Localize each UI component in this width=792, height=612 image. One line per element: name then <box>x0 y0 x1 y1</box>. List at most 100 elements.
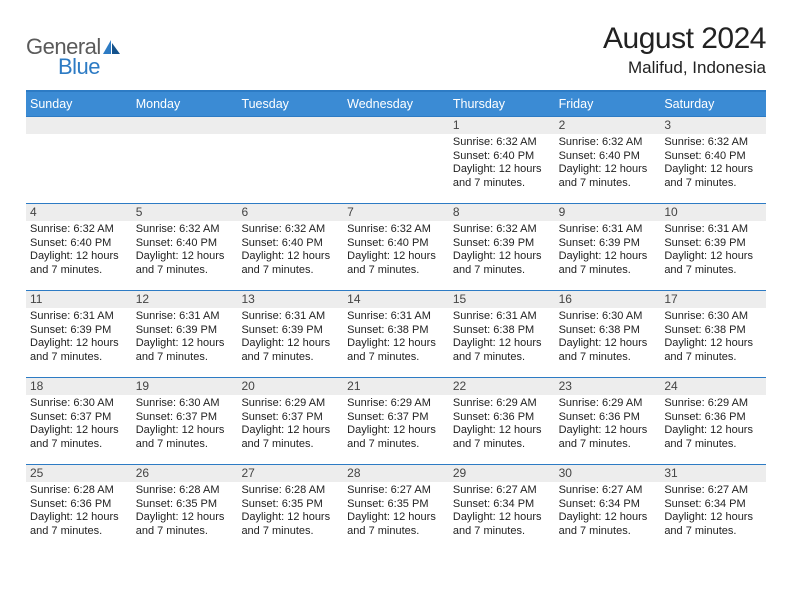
day-cell <box>26 117 132 203</box>
day-number: 10 <box>660 204 766 221</box>
day-cell <box>132 117 238 203</box>
day-info: Sunrise: 6:30 AMSunset: 6:38 PMDaylight:… <box>660 308 766 368</box>
day-number: 5 <box>132 204 238 221</box>
day-header-tuesday: Tuesday <box>237 92 343 116</box>
day-number: 9 <box>555 204 661 221</box>
day-cell: 24Sunrise: 6:29 AMSunset: 6:36 PMDayligh… <box>660 378 766 464</box>
day-info: Sunrise: 6:31 AMSunset: 6:39 PMDaylight:… <box>660 221 766 281</box>
day-cell: 25Sunrise: 6:28 AMSunset: 6:36 PMDayligh… <box>26 465 132 551</box>
day-number: 31 <box>660 465 766 482</box>
day-number: 1 <box>449 117 555 134</box>
day-header-sunday: Sunday <box>26 92 132 116</box>
day-info: Sunrise: 6:27 AMSunset: 6:34 PMDaylight:… <box>660 482 766 542</box>
day-number: 14 <box>343 291 449 308</box>
day-info: Sunrise: 6:29 AMSunset: 6:36 PMDaylight:… <box>555 395 661 455</box>
day-number: 6 <box>237 204 343 221</box>
day-cell: 20Sunrise: 6:29 AMSunset: 6:37 PMDayligh… <box>237 378 343 464</box>
day-info: Sunrise: 6:32 AMSunset: 6:40 PMDaylight:… <box>555 134 661 194</box>
day-cell: 23Sunrise: 6:29 AMSunset: 6:36 PMDayligh… <box>555 378 661 464</box>
day-number: 20 <box>237 378 343 395</box>
day-info: Sunrise: 6:31 AMSunset: 6:39 PMDaylight:… <box>555 221 661 281</box>
day-number: 28 <box>343 465 449 482</box>
day-cell: 21Sunrise: 6:29 AMSunset: 6:37 PMDayligh… <box>343 378 449 464</box>
day-info: Sunrise: 6:27 AMSunset: 6:35 PMDaylight:… <box>343 482 449 542</box>
week-row: 18Sunrise: 6:30 AMSunset: 6:37 PMDayligh… <box>26 377 766 464</box>
week-row: 4Sunrise: 6:32 AMSunset: 6:40 PMDaylight… <box>26 203 766 290</box>
day-number: 3 <box>660 117 766 134</box>
day-info: Sunrise: 6:27 AMSunset: 6:34 PMDaylight:… <box>449 482 555 542</box>
day-cell: 22Sunrise: 6:29 AMSunset: 6:36 PMDayligh… <box>449 378 555 464</box>
day-number: 26 <box>132 465 238 482</box>
day-cell: 8Sunrise: 6:32 AMSunset: 6:39 PMDaylight… <box>449 204 555 290</box>
day-cell: 4Sunrise: 6:32 AMSunset: 6:40 PMDaylight… <box>26 204 132 290</box>
day-cell: 7Sunrise: 6:32 AMSunset: 6:40 PMDaylight… <box>343 204 449 290</box>
day-info: Sunrise: 6:29 AMSunset: 6:36 PMDaylight:… <box>449 395 555 455</box>
week-row: 1Sunrise: 6:32 AMSunset: 6:40 PMDaylight… <box>26 116 766 203</box>
empty-day <box>26 117 132 134</box>
day-header-friday: Friday <box>555 92 661 116</box>
day-info: Sunrise: 6:28 AMSunset: 6:36 PMDaylight:… <box>26 482 132 542</box>
day-cell: 17Sunrise: 6:30 AMSunset: 6:38 PMDayligh… <box>660 291 766 377</box>
day-info: Sunrise: 6:32 AMSunset: 6:39 PMDaylight:… <box>449 221 555 281</box>
day-header-thursday: Thursday <box>449 92 555 116</box>
day-info: Sunrise: 6:31 AMSunset: 6:39 PMDaylight:… <box>237 308 343 368</box>
day-number: 11 <box>26 291 132 308</box>
day-header-row: SundayMondayTuesdayWednesdayThursdayFrid… <box>26 92 766 116</box>
day-cell: 28Sunrise: 6:27 AMSunset: 6:35 PMDayligh… <box>343 465 449 551</box>
empty-day <box>132 117 238 134</box>
day-info: Sunrise: 6:31 AMSunset: 6:38 PMDaylight:… <box>449 308 555 368</box>
day-header-wednesday: Wednesday <box>343 92 449 116</box>
day-number: 17 <box>660 291 766 308</box>
day-cell: 3Sunrise: 6:32 AMSunset: 6:40 PMDaylight… <box>660 117 766 203</box>
day-cell: 26Sunrise: 6:28 AMSunset: 6:35 PMDayligh… <box>132 465 238 551</box>
day-cell: 18Sunrise: 6:30 AMSunset: 6:37 PMDayligh… <box>26 378 132 464</box>
day-number: 13 <box>237 291 343 308</box>
day-number: 25 <box>26 465 132 482</box>
day-info: Sunrise: 6:30 AMSunset: 6:37 PMDaylight:… <box>26 395 132 455</box>
month-title: August 2024 <box>603 22 766 56</box>
calendar: SundayMondayTuesdayWednesdayThursdayFrid… <box>26 90 766 551</box>
empty-day <box>237 117 343 134</box>
day-cell: 30Sunrise: 6:27 AMSunset: 6:34 PMDayligh… <box>555 465 661 551</box>
day-number: 16 <box>555 291 661 308</box>
day-cell: 14Sunrise: 6:31 AMSunset: 6:38 PMDayligh… <box>343 291 449 377</box>
day-info: Sunrise: 6:28 AMSunset: 6:35 PMDaylight:… <box>237 482 343 542</box>
day-cell: 29Sunrise: 6:27 AMSunset: 6:34 PMDayligh… <box>449 465 555 551</box>
day-cell: 27Sunrise: 6:28 AMSunset: 6:35 PMDayligh… <box>237 465 343 551</box>
logo-stack: General Blue <box>26 28 122 80</box>
day-number: 21 <box>343 378 449 395</box>
title-block: August 2024 Malifud, Indonesia <box>603 22 766 78</box>
day-info: Sunrise: 6:29 AMSunset: 6:36 PMDaylight:… <box>660 395 766 455</box>
day-cell: 12Sunrise: 6:31 AMSunset: 6:39 PMDayligh… <box>132 291 238 377</box>
day-cell: 5Sunrise: 6:32 AMSunset: 6:40 PMDaylight… <box>132 204 238 290</box>
header: General August 2024 Malifud, Indonesia <box>26 22 766 78</box>
day-cell: 31Sunrise: 6:27 AMSunset: 6:34 PMDayligh… <box>660 465 766 551</box>
day-cell: 2Sunrise: 6:32 AMSunset: 6:40 PMDaylight… <box>555 117 661 203</box>
day-cell: 10Sunrise: 6:31 AMSunset: 6:39 PMDayligh… <box>660 204 766 290</box>
day-cell: 15Sunrise: 6:31 AMSunset: 6:38 PMDayligh… <box>449 291 555 377</box>
day-info: Sunrise: 6:32 AMSunset: 6:40 PMDaylight:… <box>343 221 449 281</box>
day-number: 30 <box>555 465 661 482</box>
day-number: 7 <box>343 204 449 221</box>
day-cell: 13Sunrise: 6:31 AMSunset: 6:39 PMDayligh… <box>237 291 343 377</box>
day-cell: 1Sunrise: 6:32 AMSunset: 6:40 PMDaylight… <box>449 117 555 203</box>
day-cell: 9Sunrise: 6:31 AMSunset: 6:39 PMDaylight… <box>555 204 661 290</box>
day-number: 19 <box>132 378 238 395</box>
day-number: 22 <box>449 378 555 395</box>
day-info: Sunrise: 6:31 AMSunset: 6:38 PMDaylight:… <box>343 308 449 368</box>
location: Malifud, Indonesia <box>603 58 766 78</box>
day-number: 29 <box>449 465 555 482</box>
day-info: Sunrise: 6:32 AMSunset: 6:40 PMDaylight:… <box>660 134 766 194</box>
day-header-saturday: Saturday <box>660 92 766 116</box>
week-row: 11Sunrise: 6:31 AMSunset: 6:39 PMDayligh… <box>26 290 766 377</box>
day-header-monday: Monday <box>132 92 238 116</box>
day-number: 27 <box>237 465 343 482</box>
day-number: 23 <box>555 378 661 395</box>
day-cell: 16Sunrise: 6:30 AMSunset: 6:38 PMDayligh… <box>555 291 661 377</box>
day-cell: 11Sunrise: 6:31 AMSunset: 6:39 PMDayligh… <box>26 291 132 377</box>
day-info: Sunrise: 6:29 AMSunset: 6:37 PMDaylight:… <box>237 395 343 455</box>
day-info: Sunrise: 6:32 AMSunset: 6:40 PMDaylight:… <box>449 134 555 194</box>
day-info: Sunrise: 6:28 AMSunset: 6:35 PMDaylight:… <box>132 482 238 542</box>
day-info: Sunrise: 6:31 AMSunset: 6:39 PMDaylight:… <box>132 308 238 368</box>
day-cell <box>343 117 449 203</box>
